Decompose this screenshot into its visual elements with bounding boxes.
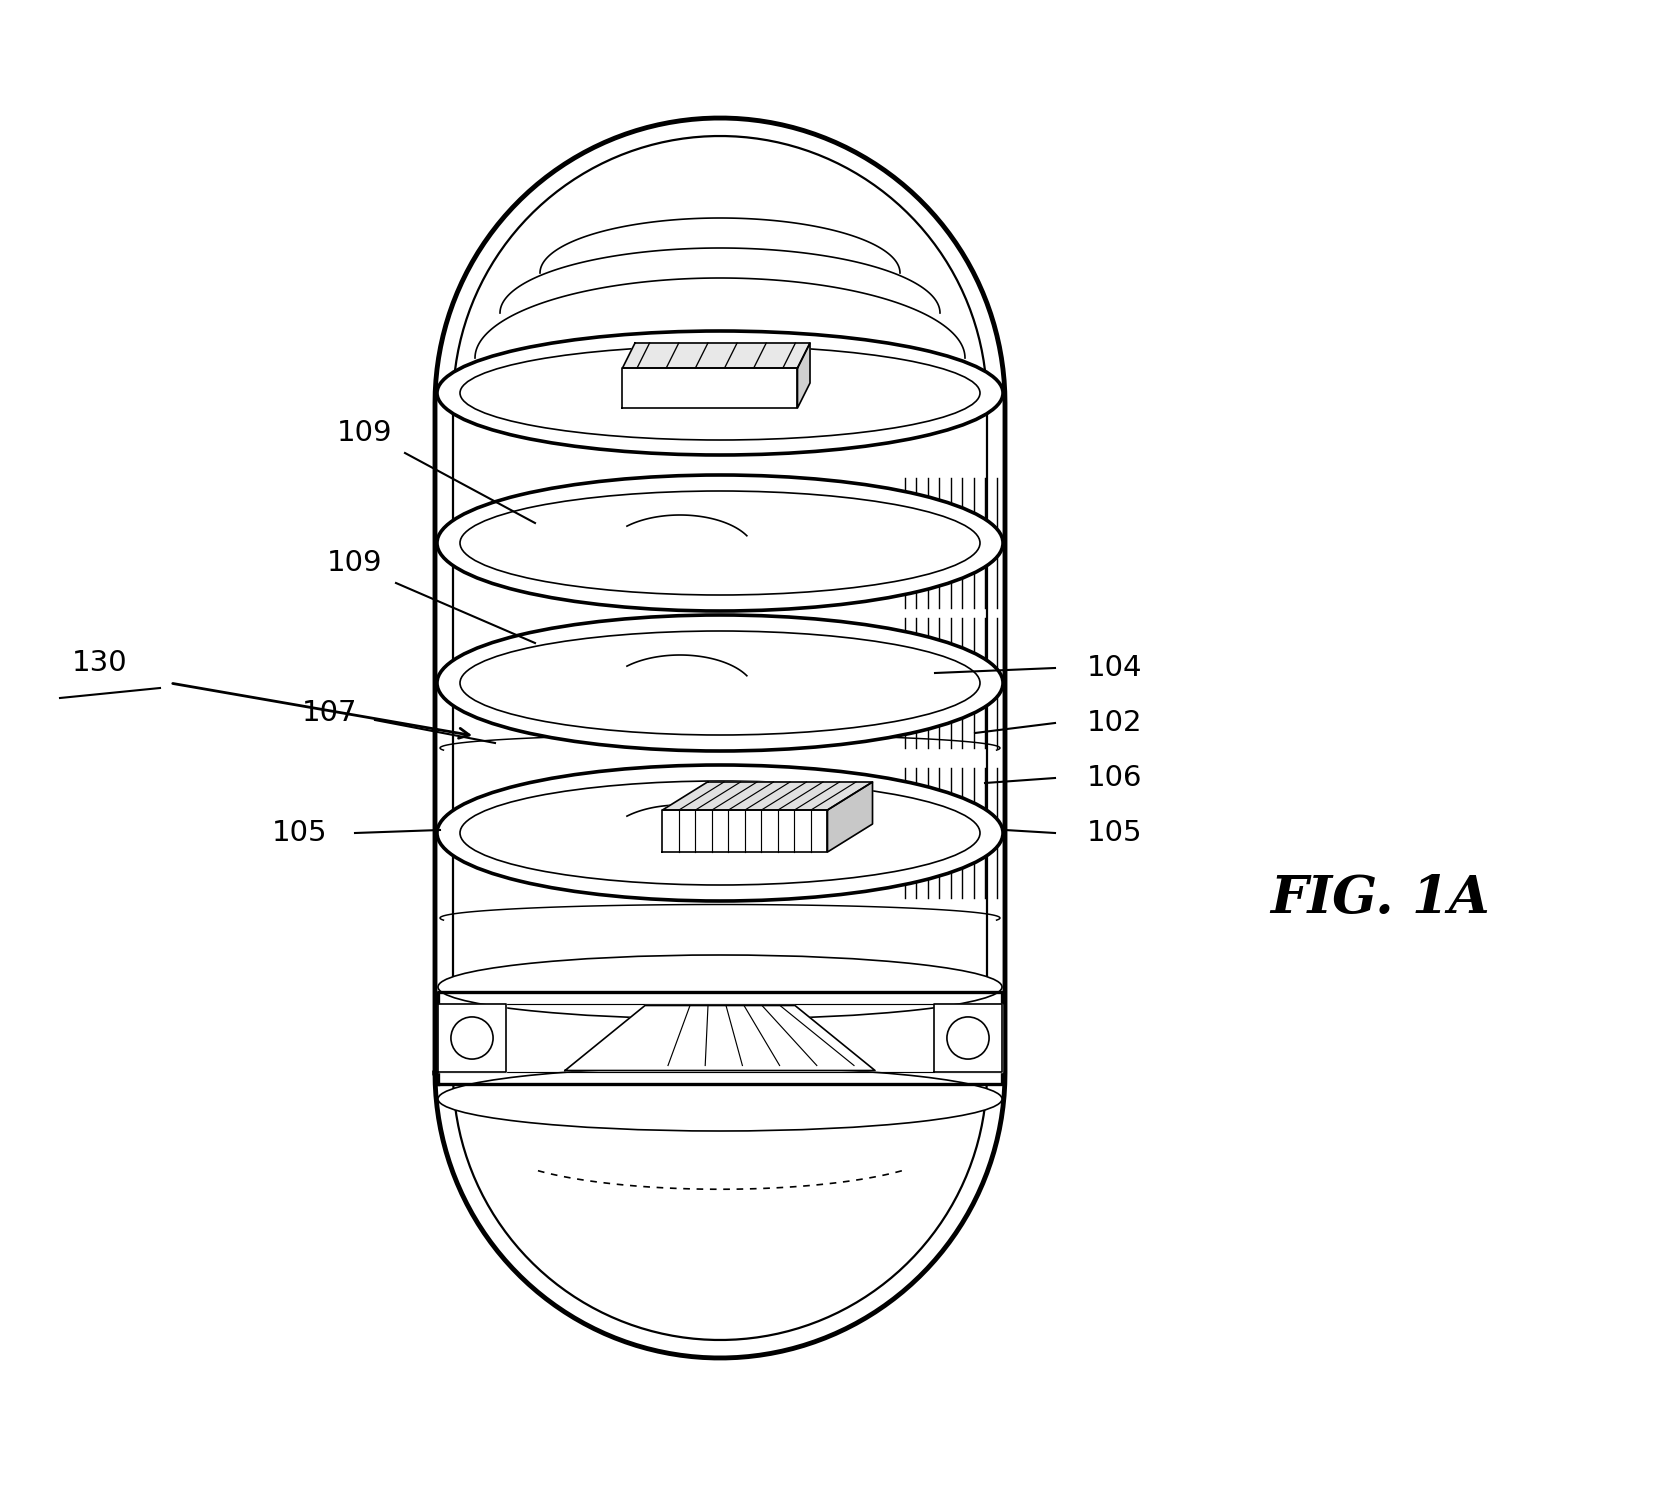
Ellipse shape — [437, 331, 1004, 455]
Text: 109: 109 — [328, 548, 383, 577]
Polygon shape — [438, 992, 1002, 1085]
Polygon shape — [622, 343, 810, 369]
Ellipse shape — [438, 956, 1002, 1019]
Ellipse shape — [437, 475, 1004, 611]
Text: 105: 105 — [273, 819, 328, 846]
Polygon shape — [828, 782, 873, 852]
Polygon shape — [663, 782, 873, 810]
Text: 104: 104 — [1087, 655, 1143, 682]
Text: FIG. 1A: FIG. 1A — [1270, 872, 1491, 923]
Polygon shape — [435, 118, 1005, 1359]
Text: 107: 107 — [303, 700, 358, 727]
Polygon shape — [565, 1005, 875, 1071]
Text: 109: 109 — [338, 419, 393, 446]
Text: 106: 106 — [1087, 764, 1143, 792]
Ellipse shape — [437, 765, 1004, 900]
Ellipse shape — [438, 1067, 1002, 1131]
Text: 105: 105 — [1087, 819, 1143, 846]
Polygon shape — [622, 369, 798, 407]
Polygon shape — [663, 810, 828, 852]
Text: 130: 130 — [72, 649, 127, 677]
Ellipse shape — [437, 616, 1004, 750]
Polygon shape — [798, 343, 810, 407]
Text: 102: 102 — [1087, 709, 1143, 737]
Polygon shape — [934, 1004, 1002, 1073]
Polygon shape — [438, 1004, 505, 1073]
